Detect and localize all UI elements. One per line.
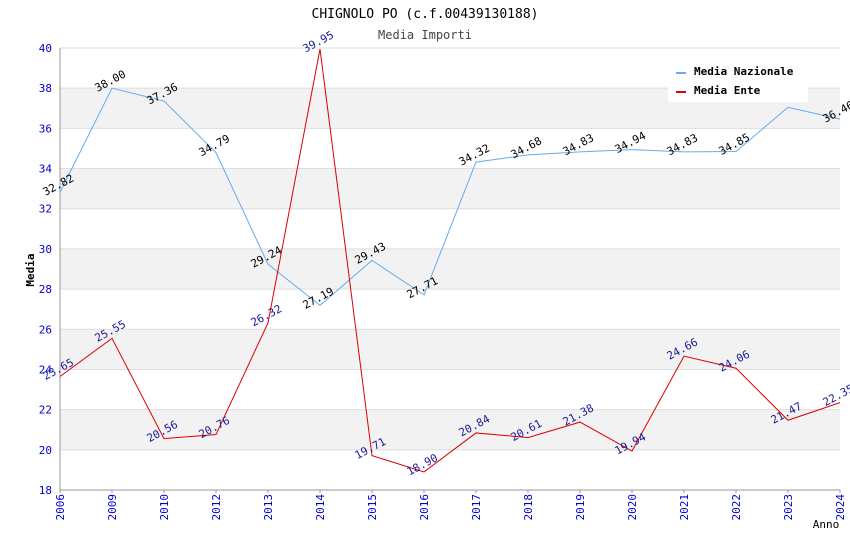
data-label: 23.65 [41, 356, 76, 383]
chart-title: CHIGNOLO PO (c.f.00439130188) [312, 7, 539, 22]
legend-label-media-ente: Media Ente [694, 84, 761, 97]
grid-band [60, 249, 840, 289]
y-tick-label: 18 [39, 484, 52, 497]
x-tick-label: 2024 [834, 494, 847, 521]
data-label: 34.68 [509, 134, 544, 161]
y-tick-label: 30 [39, 243, 52, 256]
chart-subtitle: Media Importi [378, 28, 472, 42]
y-tick-label: 20 [39, 444, 52, 457]
x-tick-label: 2009 [106, 494, 119, 521]
data-label: 18.90 [405, 451, 440, 478]
x-tick-label: 2023 [782, 494, 795, 521]
data-label: 34.94 [613, 129, 649, 156]
x-tick-label: 2016 [418, 494, 431, 521]
x-tick-label: 2019 [574, 494, 587, 521]
x-tick-labels: 2006 2009 2010 2012 2013 2014 2015 2016 2017 2018… [54, 490, 847, 521]
legend: Media Nazionale Media Ente [668, 60, 808, 102]
y-axis-label: Media [24, 253, 37, 286]
data-label: 34.79 [197, 132, 232, 159]
grid-band [60, 169, 840, 209]
y-tick-label: 32 [39, 203, 52, 216]
x-tick-label: 2006 [54, 494, 67, 521]
x-tick-label: 2022 [730, 494, 743, 521]
data-label: 22.35 [821, 382, 850, 409]
x-axis-label: Anno [813, 518, 840, 531]
y-tick-label: 26 [39, 323, 52, 336]
y-tick-label: 22 [39, 404, 52, 417]
x-tick-label: 2010 [158, 494, 171, 521]
x-tick-label: 2012 [210, 494, 223, 521]
x-tick-label: 2015 [366, 494, 379, 521]
x-tick-label: 2013 [262, 494, 275, 521]
x-tick-label: 2018 [522, 494, 535, 521]
data-label: 34.83 [561, 131, 596, 158]
data-label: 34.85 [717, 131, 752, 158]
data-label: 39.95 [301, 28, 336, 55]
y-tick-label: 34 [39, 163, 53, 176]
data-label: 34.83 [665, 131, 700, 158]
y-tick-label: 40 [39, 42, 52, 55]
y-tick-label: 28 [39, 283, 52, 296]
y-tick-label: 38 [39, 82, 52, 95]
data-label: 34.32 [457, 142, 492, 169]
legend-label-media-nazionale: Media Nazionale [694, 65, 794, 78]
x-tick-label: 2014 [314, 494, 327, 521]
y-tick-label: 36 [39, 122, 52, 135]
x-tick-label: 2021 [678, 494, 691, 521]
x-tick-label: 2020 [626, 494, 639, 521]
x-tick-label: 2017 [470, 494, 483, 521]
